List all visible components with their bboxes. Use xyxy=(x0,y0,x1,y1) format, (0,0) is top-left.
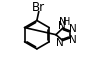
Text: N: N xyxy=(58,21,66,31)
Text: N: N xyxy=(69,24,77,34)
Text: Br: Br xyxy=(32,1,45,14)
Text: N: N xyxy=(59,17,67,27)
Text: N: N xyxy=(56,38,64,48)
Text: H: H xyxy=(63,17,70,27)
Text: N: N xyxy=(69,35,77,45)
